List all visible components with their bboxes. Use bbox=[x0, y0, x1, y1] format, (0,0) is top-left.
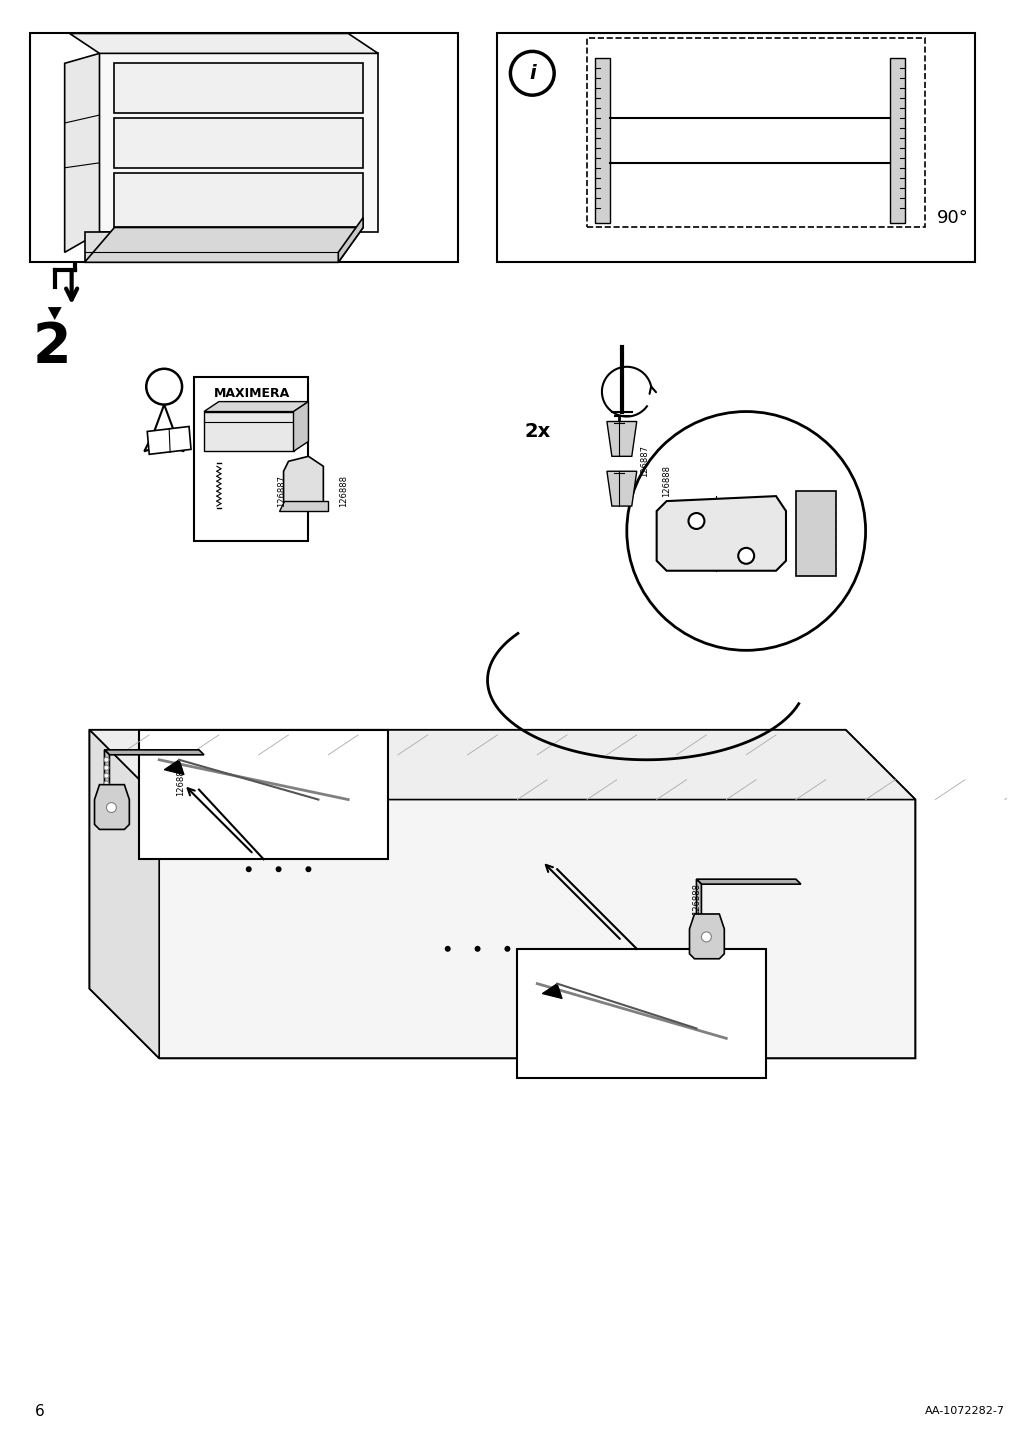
Polygon shape bbox=[164, 760, 184, 775]
Polygon shape bbox=[89, 730, 914, 799]
Text: 126888: 126888 bbox=[661, 465, 670, 497]
Polygon shape bbox=[70, 33, 378, 53]
Text: MAXIMERA: MAXIMERA bbox=[213, 387, 289, 400]
Text: 126888: 126888 bbox=[339, 475, 348, 507]
Polygon shape bbox=[796, 491, 835, 576]
Bar bbox=[594, 59, 610, 222]
Polygon shape bbox=[278, 501, 328, 511]
Polygon shape bbox=[94, 785, 129, 829]
Circle shape bbox=[300, 477, 310, 487]
Bar bbox=[29, 33, 457, 262]
Polygon shape bbox=[104, 750, 204, 755]
Polygon shape bbox=[85, 228, 363, 262]
Text: 126887: 126887 bbox=[640, 445, 649, 477]
Circle shape bbox=[104, 789, 109, 795]
Circle shape bbox=[305, 866, 311, 872]
Polygon shape bbox=[99, 53, 378, 232]
Circle shape bbox=[104, 782, 109, 786]
Text: 2: 2 bbox=[32, 319, 71, 374]
Circle shape bbox=[106, 802, 116, 812]
Circle shape bbox=[503, 945, 510, 952]
Polygon shape bbox=[104, 750, 109, 805]
Circle shape bbox=[104, 758, 109, 762]
Bar bbox=[140, 730, 387, 859]
Polygon shape bbox=[283, 457, 324, 511]
Circle shape bbox=[104, 765, 109, 770]
Polygon shape bbox=[338, 218, 363, 262]
Text: 126888: 126888 bbox=[692, 884, 701, 915]
Circle shape bbox=[474, 945, 480, 952]
Polygon shape bbox=[48, 306, 62, 319]
Circle shape bbox=[701, 932, 711, 942]
Polygon shape bbox=[696, 879, 701, 944]
Polygon shape bbox=[114, 63, 363, 113]
Polygon shape bbox=[114, 117, 363, 168]
Polygon shape bbox=[204, 401, 308, 411]
Polygon shape bbox=[696, 879, 800, 884]
Bar bbox=[497, 33, 974, 262]
Polygon shape bbox=[65, 53, 99, 252]
Polygon shape bbox=[145, 405, 184, 451]
Circle shape bbox=[104, 773, 109, 778]
Text: 126887: 126887 bbox=[277, 475, 286, 507]
Circle shape bbox=[246, 866, 252, 872]
Polygon shape bbox=[542, 984, 561, 998]
Circle shape bbox=[510, 52, 554, 95]
Polygon shape bbox=[114, 173, 363, 228]
Circle shape bbox=[275, 866, 281, 872]
Text: 2x: 2x bbox=[524, 422, 550, 441]
Bar bbox=[586, 39, 924, 228]
Text: AA-1072282-7: AA-1072282-7 bbox=[924, 1406, 1004, 1416]
Text: i: i bbox=[529, 64, 535, 83]
Polygon shape bbox=[85, 232, 338, 262]
Polygon shape bbox=[607, 471, 636, 505]
Circle shape bbox=[687, 513, 704, 528]
Bar bbox=[890, 59, 905, 222]
Circle shape bbox=[444, 945, 450, 952]
Polygon shape bbox=[204, 411, 293, 451]
Polygon shape bbox=[89, 730, 159, 1058]
Polygon shape bbox=[148, 427, 191, 454]
Polygon shape bbox=[293, 401, 308, 451]
Text: 90°: 90° bbox=[936, 209, 969, 226]
Circle shape bbox=[626, 411, 864, 650]
Polygon shape bbox=[89, 730, 914, 1058]
Polygon shape bbox=[656, 495, 786, 571]
Polygon shape bbox=[688, 914, 724, 959]
Text: 126887: 126887 bbox=[176, 763, 185, 796]
Circle shape bbox=[737, 548, 753, 564]
Bar bbox=[517, 949, 765, 1078]
Bar bbox=[194, 377, 308, 541]
Text: 6: 6 bbox=[35, 1403, 44, 1419]
Polygon shape bbox=[607, 421, 636, 457]
